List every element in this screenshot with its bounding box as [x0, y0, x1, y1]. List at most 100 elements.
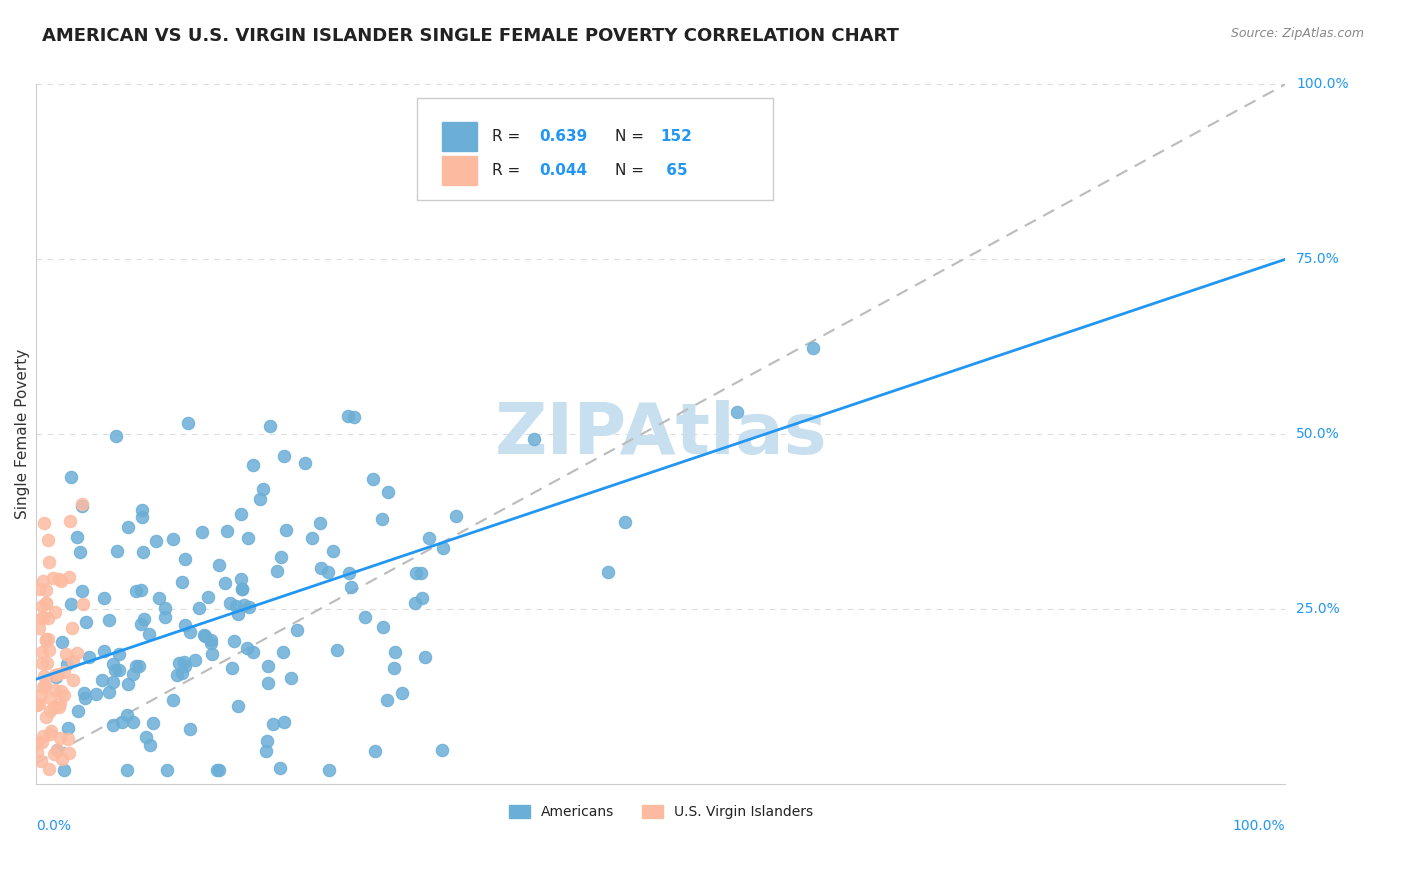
Point	[138, 627, 160, 641]
Point	[117, 763, 139, 777]
Point	[27, 698, 49, 713]
Point	[103, 718, 125, 732]
Point	[66, 704, 89, 718]
Y-axis label: Single Female Poverty: Single Female Poverty	[15, 349, 30, 519]
Point	[222, 634, 245, 648]
Point	[39, 723, 62, 738]
Point	[132, 545, 155, 559]
Point	[309, 516, 332, 530]
Point	[72, 497, 94, 511]
Text: N =: N =	[614, 128, 648, 144]
Point	[34, 669, 56, 683]
Point	[354, 609, 377, 624]
Point	[38, 762, 60, 776]
Point	[254, 744, 277, 758]
Point	[31, 611, 53, 625]
Point	[37, 533, 59, 547]
Point	[173, 618, 195, 632]
Point	[418, 531, 440, 545]
Point	[162, 693, 184, 707]
Point	[375, 693, 398, 707]
Text: 65: 65	[661, 163, 688, 178]
Point	[117, 677, 139, 691]
Point	[31, 644, 53, 658]
Point	[200, 636, 222, 650]
Point	[35, 656, 58, 670]
Point	[49, 731, 72, 746]
FancyBboxPatch shape	[418, 98, 773, 200]
Point	[75, 615, 97, 629]
Point	[153, 610, 176, 624]
Point	[48, 700, 70, 714]
Point	[364, 744, 387, 758]
Point	[93, 591, 115, 605]
Point	[49, 683, 72, 698]
Point	[101, 675, 124, 690]
Point	[39, 727, 62, 741]
Point	[39, 704, 62, 718]
Point	[30, 754, 52, 768]
Point	[219, 596, 242, 610]
Point	[377, 484, 399, 499]
Point	[132, 612, 155, 626]
Point	[117, 520, 139, 534]
Point	[32, 516, 55, 530]
Point	[35, 596, 58, 610]
Point	[56, 722, 79, 736]
Point	[49, 696, 72, 710]
Point	[111, 714, 134, 729]
Point	[60, 621, 83, 635]
Point	[30, 688, 52, 702]
Point	[37, 632, 59, 646]
Point	[172, 575, 194, 590]
Point	[70, 499, 93, 513]
Point	[174, 658, 197, 673]
Point	[38, 691, 60, 706]
Point	[37, 611, 59, 625]
Point	[231, 572, 253, 586]
Text: ZIPAtlas: ZIPAtlas	[495, 400, 827, 469]
Point	[84, 687, 107, 701]
Point	[66, 530, 89, 544]
Point	[231, 582, 253, 596]
Point	[444, 509, 467, 524]
Point	[194, 629, 217, 643]
Point	[129, 617, 152, 632]
Point	[270, 549, 292, 564]
Point	[32, 680, 55, 694]
Point	[162, 532, 184, 546]
Point	[35, 596, 58, 610]
Point	[62, 673, 84, 687]
Point	[266, 564, 288, 578]
Point	[53, 665, 76, 679]
Point	[25, 745, 48, 759]
Point	[105, 429, 128, 443]
Text: R =: R =	[492, 163, 526, 178]
Point	[242, 645, 264, 659]
Point	[60, 470, 83, 484]
Point	[38, 555, 60, 569]
Point	[59, 597, 82, 611]
Point	[256, 659, 278, 673]
Point	[51, 635, 73, 649]
Point	[75, 691, 97, 706]
Legend: Americans, U.S. Virgin Islanders: Americans, U.S. Virgin Islanders	[502, 798, 820, 826]
Point	[384, 644, 406, 658]
Point	[45, 743, 67, 757]
Point	[55, 648, 77, 662]
Point	[35, 632, 58, 647]
Point	[139, 739, 162, 753]
Point	[259, 419, 281, 434]
Point	[58, 746, 80, 760]
Point	[42, 700, 65, 714]
Point	[125, 583, 148, 598]
Point	[208, 763, 231, 777]
Bar	[443, 156, 477, 186]
Point	[53, 763, 76, 777]
Point	[35, 582, 58, 597]
Point	[122, 715, 145, 730]
Point	[49, 574, 72, 588]
Point	[370, 511, 392, 525]
Point	[46, 666, 69, 681]
Point	[173, 552, 195, 566]
